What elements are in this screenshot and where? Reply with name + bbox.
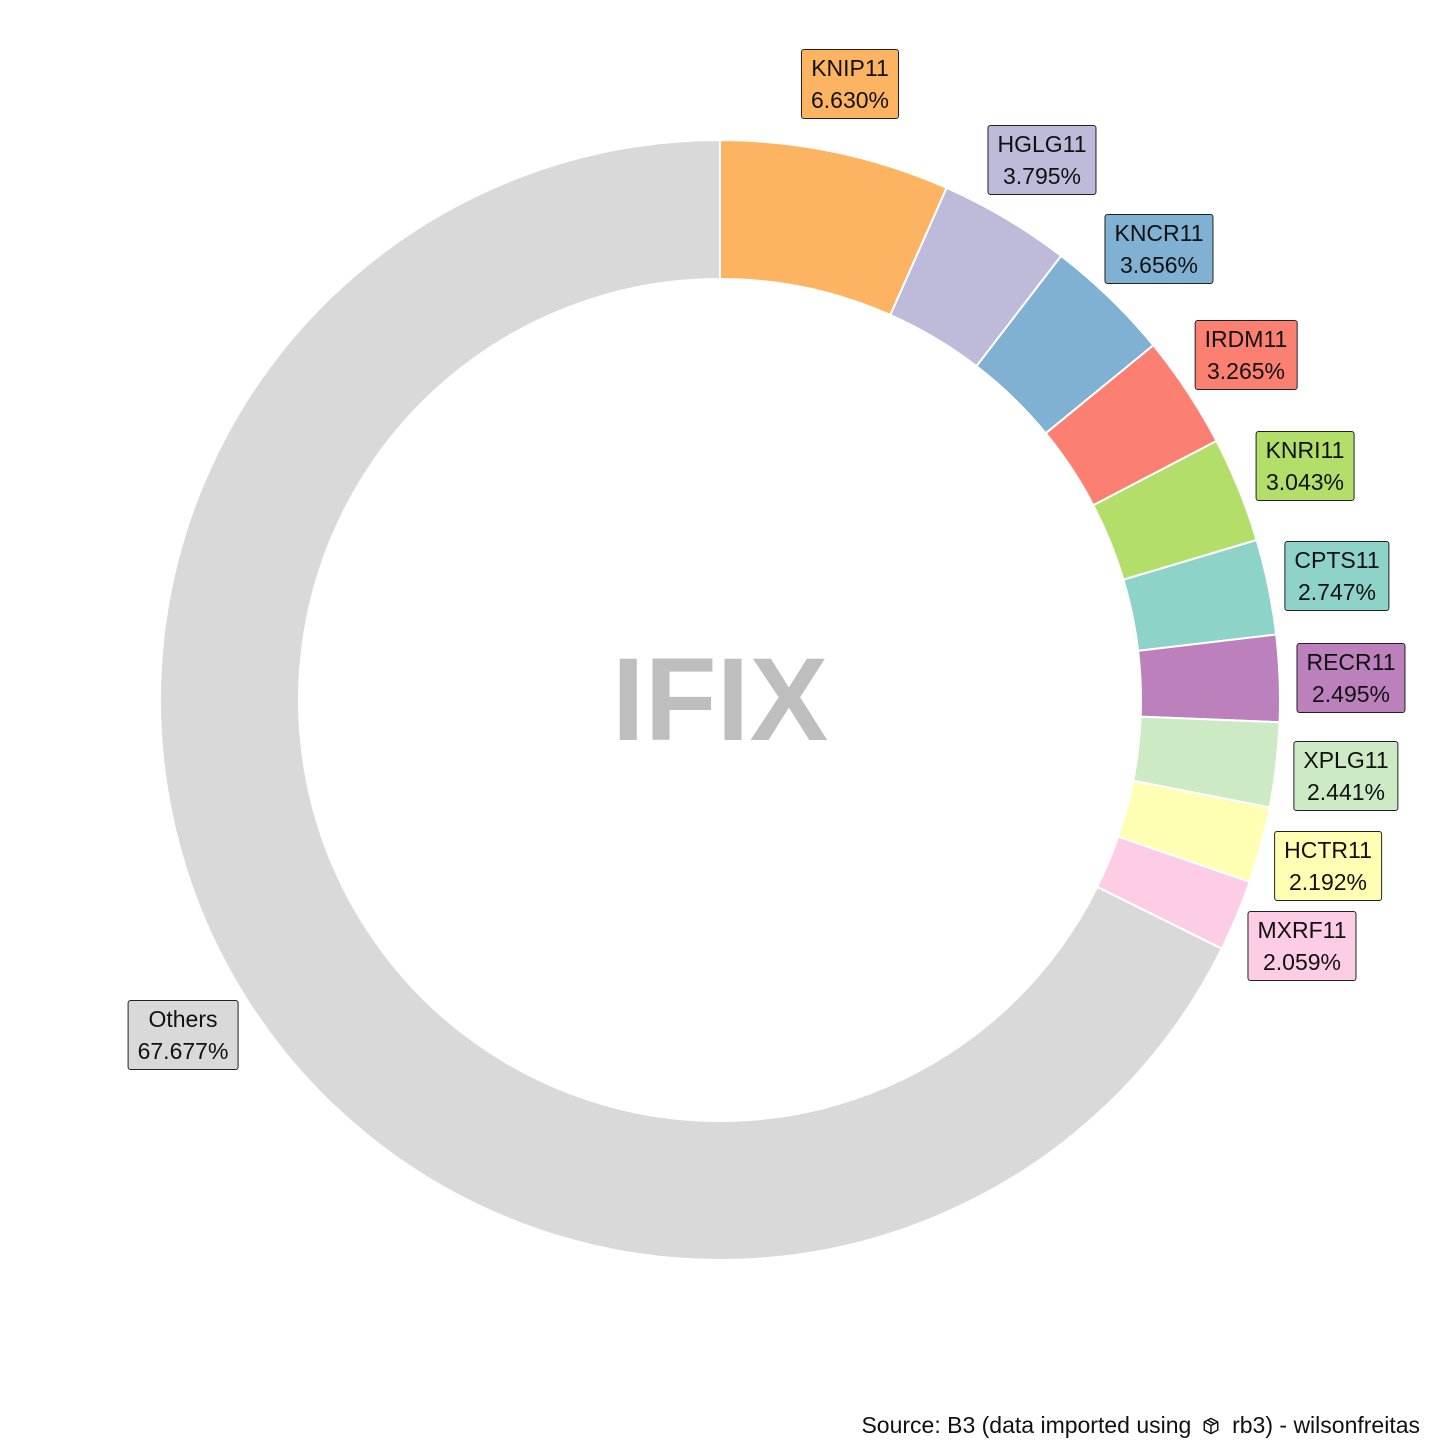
label-knip11: KNIP11 6.630% [800, 49, 900, 119]
label-irdm11: IRDM11 3.265% [1194, 320, 1298, 390]
label-name: Others [148, 1006, 218, 1032]
label-value: 2.192% [1288, 869, 1368, 895]
label-name: KNRI11 [1265, 437, 1345, 463]
label-xplg11: XPLG11 2.441% [1293, 741, 1399, 811]
source-caption: Source: B3 (data imported using rb3) - w… [861, 1412, 1420, 1439]
label-name: RECR11 [1306, 649, 1396, 675]
label-name: IRDM11 [1204, 326, 1288, 352]
package-icon [1203, 1417, 1219, 1435]
label-name: HCTR11 [1284, 837, 1372, 863]
slice-recr11 [1137, 633, 1281, 724]
label-value: 67.677% [137, 1038, 229, 1064]
label-value: 3.043% [1265, 469, 1345, 495]
center-title: IFIX [611, 634, 829, 766]
label-value: 3.265% [1206, 358, 1285, 384]
slice-others [159, 138, 1224, 1261]
label-value: 3.795% [1002, 163, 1081, 189]
label-name: CPTS11 [1294, 547, 1380, 573]
label-hglg11: HGLG11 3.795% [987, 125, 1097, 195]
label-name: MXRF11 [1257, 917, 1347, 943]
label-recr11: RECR11 2.495% [1296, 643, 1406, 713]
label-value: 2.747% [1297, 579, 1376, 605]
label-name: XPLG11 [1303, 747, 1389, 773]
label-value: 2.495% [1311, 681, 1391, 707]
label-knri11: KNRI11 3.043% [1255, 431, 1355, 501]
label-value: 2.441% [1306, 779, 1385, 805]
source-prefix: Source: B3 (data imported using [861, 1412, 1192, 1438]
label-value: 6.630% [810, 87, 890, 113]
label-value: 3.656% [1119, 252, 1199, 278]
label-name: HGLG11 [997, 131, 1087, 157]
label-value: 2.059% [1262, 949, 1342, 975]
label-name: KNIP11 [811, 55, 889, 81]
source-suffix: rb3) - wilsonfreitas [1232, 1412, 1420, 1438]
label-others: Others 67.677% [127, 1000, 239, 1070]
label-kncr11: KNCR11 3.656% [1104, 214, 1214, 284]
label-cpts11: CPTS11 2.747% [1284, 541, 1390, 611]
label-mxrf11: MXRF11 2.059% [1247, 911, 1357, 981]
label-name: KNCR11 [1114, 220, 1204, 246]
label-hctr11: HCTR11 2.192% [1274, 831, 1382, 901]
